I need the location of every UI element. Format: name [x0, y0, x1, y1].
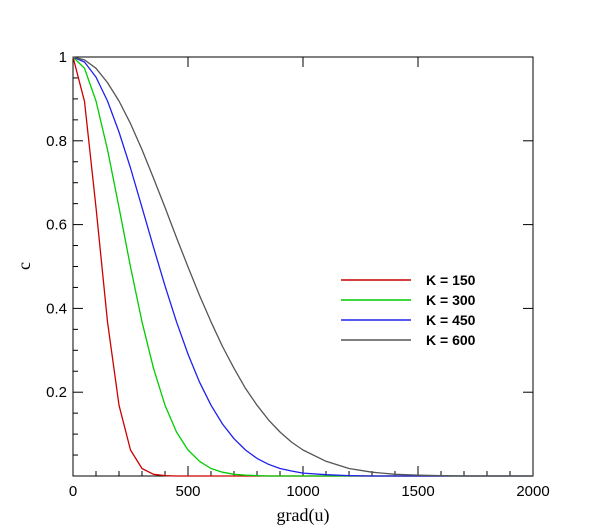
legend-label-4: K = 600	[426, 332, 476, 348]
x-tick-label: 500	[175, 483, 200, 500]
y-tick-label: 0.8	[46, 133, 67, 150]
y-tick-label: 1	[59, 49, 67, 66]
series-line-1	[72, 56, 533, 477]
y-tick-label: 0.2	[46, 384, 67, 401]
series-line-3	[72, 56, 533, 477]
y-axis-ticks	[73, 56, 533, 477]
x-tick-label: 1500	[401, 483, 434, 500]
legend-label-1: K = 150	[426, 272, 476, 288]
x-axis-title: grad(u)	[277, 505, 330, 526]
x-tick-label: 2000	[516, 483, 549, 500]
plot-frame	[72, 56, 534, 477]
y-axis-tick-labels: 0.2 0.4 0.6 0.8 1	[46, 49, 67, 401]
legend: K = 150 K = 300 K = 450 K = 600	[341, 272, 476, 348]
legend-label-2: K = 300	[426, 292, 476, 308]
x-tick-label: 0	[69, 483, 77, 500]
y-axis-title: c	[14, 262, 34, 270]
series-lines	[72, 56, 533, 477]
legend-label-3: K = 450	[426, 312, 476, 328]
y-tick-label: 0.4	[46, 300, 67, 317]
x-tick-label: 1000	[286, 483, 319, 500]
series-line-4	[72, 56, 533, 477]
x-axis-tick-labels: 0 500 1000 1500 2000	[69, 483, 550, 500]
x-axis-ticks	[72, 57, 534, 476]
series-line-2	[72, 56, 533, 477]
y-tick-label: 0.6	[46, 217, 67, 234]
